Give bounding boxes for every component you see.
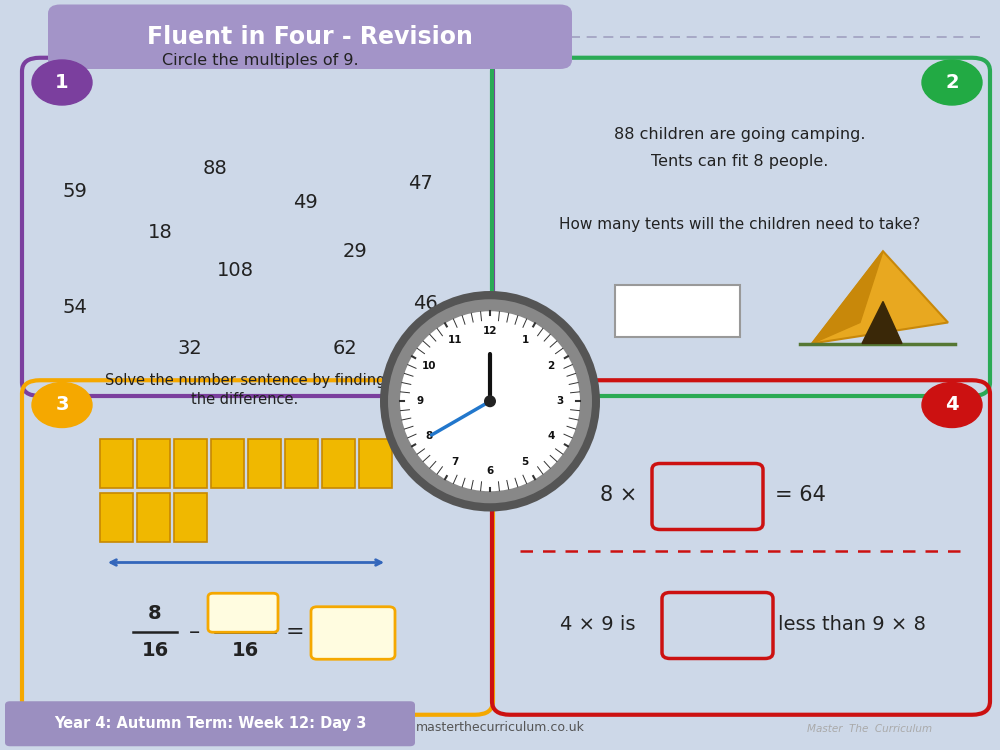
FancyBboxPatch shape [359, 439, 392, 488]
Text: 2: 2 [547, 362, 554, 371]
Text: 88 children are going camping.: 88 children are going camping. [614, 128, 866, 142]
Text: =: = [286, 622, 304, 642]
Text: 46: 46 [413, 294, 437, 314]
FancyBboxPatch shape [662, 592, 773, 658]
FancyBboxPatch shape [174, 493, 207, 542]
FancyBboxPatch shape [652, 464, 763, 530]
Text: 108: 108 [216, 260, 254, 280]
Text: –: – [189, 622, 201, 642]
Text: 8: 8 [426, 431, 433, 441]
Text: How many tents will the children need to take?: How many tents will the children need to… [559, 217, 921, 232]
Text: 29: 29 [343, 242, 367, 261]
Text: less than 9 × 8: less than 9 × 8 [778, 614, 926, 634]
FancyBboxPatch shape [5, 701, 415, 746]
Text: 8: 8 [148, 604, 162, 623]
Ellipse shape [484, 395, 496, 407]
Text: the difference.: the difference. [191, 392, 299, 406]
Text: 10: 10 [422, 362, 436, 371]
Text: 54: 54 [63, 298, 87, 317]
Text: 8 ×: 8 × [600, 485, 637, 505]
Circle shape [32, 382, 92, 427]
FancyBboxPatch shape [174, 439, 207, 488]
Text: 62: 62 [333, 339, 357, 358]
Text: 16: 16 [231, 641, 259, 661]
Text: 1: 1 [521, 335, 529, 346]
Text: masterthecurriculum.co.uk: masterthecurriculum.co.uk [416, 721, 584, 734]
FancyBboxPatch shape [322, 439, 355, 488]
Text: Tents can fit 8 people.: Tents can fit 8 people. [651, 154, 829, 169]
Text: 4 × 9 is: 4 × 9 is [560, 614, 636, 634]
Text: Solve the number sentence by finding: Solve the number sentence by finding [105, 374, 385, 388]
Circle shape [32, 60, 92, 105]
Text: 49: 49 [293, 193, 317, 212]
Text: 16: 16 [141, 641, 169, 661]
FancyBboxPatch shape [100, 439, 133, 488]
Text: 47: 47 [408, 174, 432, 194]
Text: 1: 1 [55, 73, 69, 92]
FancyBboxPatch shape [248, 439, 281, 488]
FancyBboxPatch shape [48, 4, 572, 69]
Polygon shape [862, 302, 902, 344]
Text: 9: 9 [416, 396, 423, 406]
Text: Circle the multiples of 9.: Circle the multiples of 9. [162, 53, 358, 68]
Polygon shape [812, 251, 948, 344]
Ellipse shape [388, 299, 592, 503]
Text: = 64: = 64 [775, 485, 826, 505]
FancyBboxPatch shape [100, 493, 133, 542]
Text: 7: 7 [451, 457, 459, 467]
Text: 3: 3 [55, 395, 69, 415]
FancyBboxPatch shape [211, 439, 244, 488]
Polygon shape [812, 251, 883, 344]
Text: 11: 11 [448, 335, 462, 346]
Text: 88: 88 [203, 159, 227, 178]
Circle shape [922, 382, 982, 427]
Text: 5: 5 [521, 457, 529, 467]
Text: Fluent in Four - Revision: Fluent in Four - Revision [147, 25, 473, 49]
Ellipse shape [380, 291, 600, 512]
Circle shape [922, 60, 982, 105]
Text: 2: 2 [945, 73, 959, 92]
Text: 59: 59 [63, 182, 87, 201]
Text: 18: 18 [148, 223, 172, 242]
FancyBboxPatch shape [615, 285, 740, 338]
Text: Year 4: Autumn Term: Week 12: Day 3: Year 4: Autumn Term: Week 12: Day 3 [54, 716, 366, 731]
Text: 32: 32 [178, 339, 202, 358]
FancyBboxPatch shape [137, 493, 170, 542]
Text: Master  The  Curriculum: Master The Curriculum [807, 724, 933, 734]
FancyBboxPatch shape [208, 593, 278, 632]
Text: 4: 4 [547, 431, 554, 441]
FancyBboxPatch shape [137, 439, 170, 488]
Text: 4: 4 [945, 395, 959, 415]
Ellipse shape [400, 311, 580, 491]
Text: 3: 3 [557, 396, 564, 406]
FancyBboxPatch shape [311, 607, 395, 659]
FancyBboxPatch shape [285, 439, 318, 488]
Text: 12: 12 [483, 326, 497, 336]
Text: 6: 6 [486, 466, 494, 476]
